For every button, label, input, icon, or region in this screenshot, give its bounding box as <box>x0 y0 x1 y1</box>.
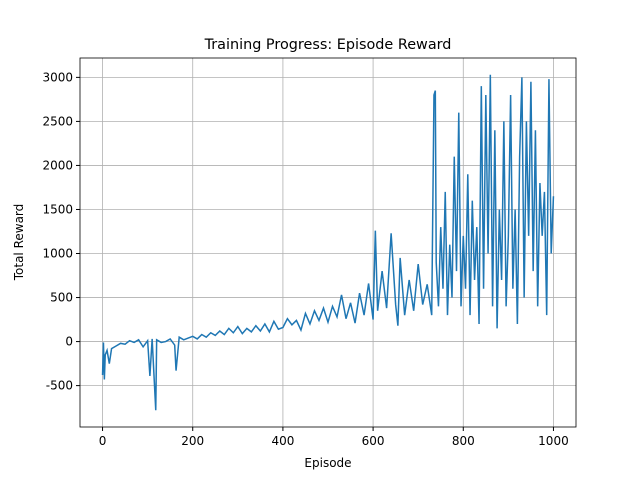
x-tick-label: 400 <box>271 434 294 448</box>
x-tick-label: 600 <box>362 434 385 448</box>
y-tick-label: 0 <box>65 335 73 349</box>
x-tick-label: 200 <box>181 434 204 448</box>
y-tick-label: 2500 <box>42 114 73 128</box>
chart-title: Training Progress: Episode Reward <box>204 37 452 53</box>
y-tick-label: 2000 <box>42 158 73 172</box>
x-tick-label: 1000 <box>538 434 569 448</box>
y-tick-label: 1000 <box>42 247 73 261</box>
x-tick-label: 800 <box>452 434 475 448</box>
y-tick-label: 500 <box>50 291 73 305</box>
y-tick-label: 3000 <box>42 70 73 84</box>
x-axis-label: Episode <box>304 456 351 470</box>
y-tick-label: -500 <box>46 379 73 393</box>
data-line <box>101 74 555 411</box>
plot-frame <box>79 57 577 428</box>
y-tick-label: 1500 <box>42 202 73 216</box>
y-axis-label: Total Reward <box>12 204 26 282</box>
x-tick-label: 0 <box>99 434 107 448</box>
